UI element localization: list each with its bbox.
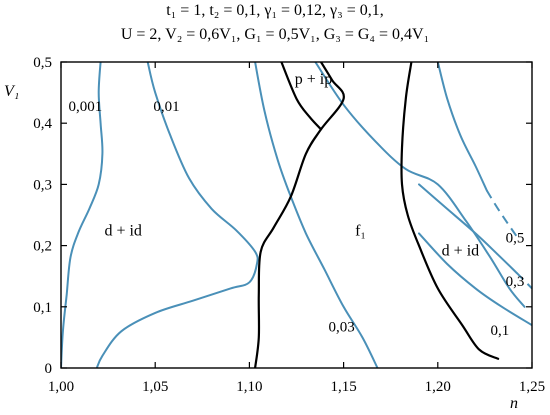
contour-label: 0,1 bbox=[491, 323, 510, 339]
series-line-3 bbox=[254, 62, 379, 368]
axis-ticks: 1,00 1,05 1,10 1,15 1,20 1,25 0 0,1 0,2 0,3 0,4 0,5 bbox=[33, 55, 545, 395]
series-line-6-dashed bbox=[516, 272, 532, 290]
series-line-5 bbox=[436, 62, 488, 192]
chart-series bbox=[61, 62, 532, 368]
series-line-5-dashed bbox=[485, 189, 520, 241]
y-tick-label: 0 bbox=[45, 361, 53, 377]
y-tick-label: 0,3 bbox=[33, 177, 52, 193]
x-tick-label: 1,15 bbox=[330, 379, 356, 395]
region-label: d + id bbox=[442, 242, 479, 259]
contour-label: 0,03 bbox=[329, 319, 355, 335]
header-line-1: t₁ = 1, t₂ = 0,1, γ₁ = 0,12, γ₃ = 0,1, bbox=[166, 2, 384, 19]
series-line-4 bbox=[314, 62, 526, 308]
series-line-1 bbox=[61, 62, 104, 368]
y-tick-label: 0,4 bbox=[33, 116, 52, 132]
y-tick-label: 0,2 bbox=[33, 239, 52, 255]
x-axis-label: n bbox=[510, 395, 518, 412]
region-label: f₁ bbox=[355, 222, 366, 239]
series-line-10 bbox=[400, 62, 500, 360]
y-axis-label: V₁ bbox=[4, 83, 19, 100]
x-tick-label: 1,05 bbox=[142, 379, 168, 395]
series-line-6 bbox=[418, 183, 518, 275]
series-line-7 bbox=[418, 232, 532, 327]
y-tick-label: 0,5 bbox=[33, 55, 52, 71]
contour-label: 0,001 bbox=[69, 99, 103, 115]
region-label: d + id bbox=[104, 222, 141, 239]
x-tick-label: 1,00 bbox=[48, 379, 74, 395]
chart-labels: d + id f₁ d + id p + ip 0,001 0,01 0,03 0,5 0,3 0… bbox=[69, 71, 525, 339]
x-tick-label: 1,20 bbox=[425, 379, 451, 395]
y-tick-label: 0,1 bbox=[33, 300, 52, 316]
header-line-2: U = 2, V₂ = 0,6V₁, G₁ = 0,5V₁, G₃ = G₄ =… bbox=[120, 26, 430, 43]
series-line-2 bbox=[95, 62, 259, 368]
series-line-9 bbox=[280, 62, 323, 131]
x-tick-label: 1,25 bbox=[519, 379, 545, 395]
series-line-8 bbox=[254, 62, 345, 368]
region-label: p + ip bbox=[295, 71, 332, 88]
contour-label: 0,3 bbox=[506, 274, 525, 290]
contour-label: 0,5 bbox=[506, 231, 525, 247]
contour-label: 0,01 bbox=[153, 99, 179, 115]
x-tick-label: 1,10 bbox=[236, 379, 262, 395]
plot-frame bbox=[60, 61, 533, 369]
